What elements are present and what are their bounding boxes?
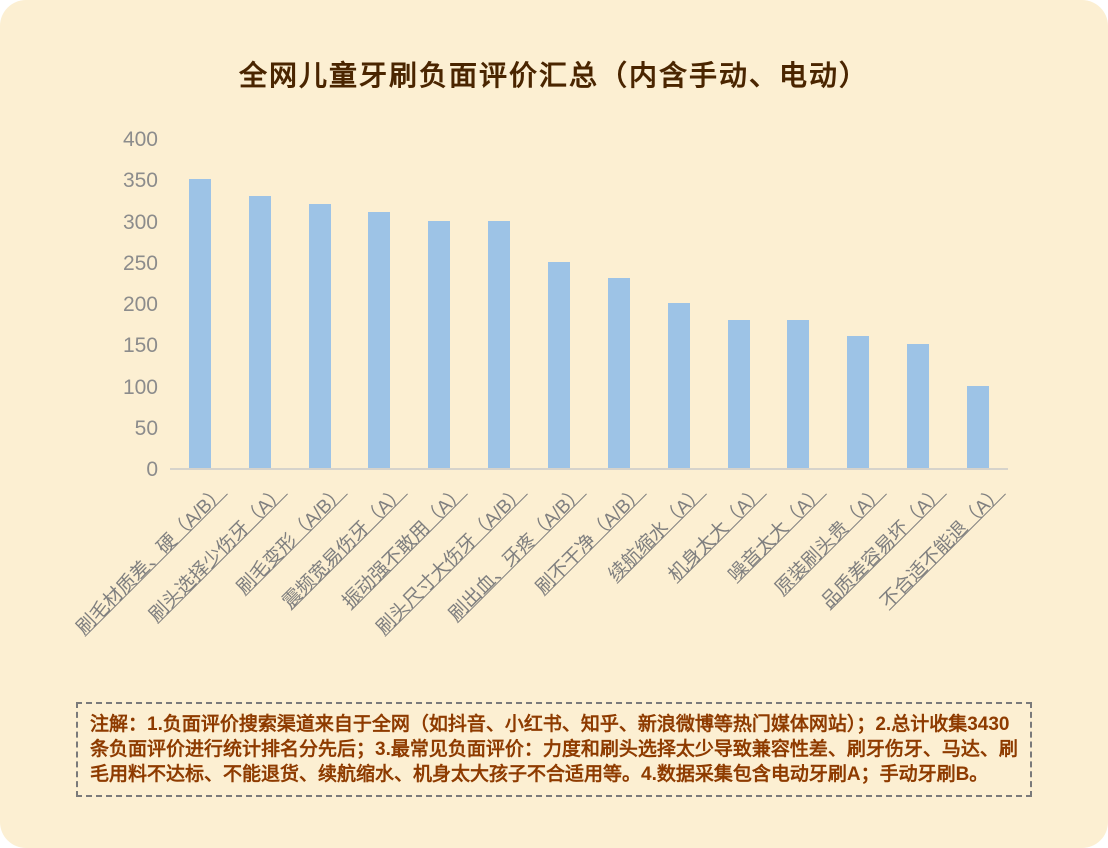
bar-chart: 400 350 300 250 200 150 100 50 0 刷毛材质差、硬（A/B） 刷头选…: [0, 128, 1108, 682]
bar-4: [428, 220, 451, 468]
x-axis-labels: 刷毛材质差、硬（A/B） 刷头选择少伤牙（A） 刷毛变形（A/B） 震频宽易伤牙（A）…: [73, 470, 1009, 682]
plot-area: [170, 140, 1008, 470]
y-axis-tick-label: 200: [122, 293, 158, 316]
y-axis-tick-label: 350: [122, 169, 158, 193]
chart-title: 全网儿童牙刷负面评价汇总（内含手动、电动）: [238, 60, 869, 91]
bar-5: [488, 220, 511, 468]
y-axis: 400 350 300 250 200 150 100 50 0: [104, 128, 170, 481]
bar-11: [847, 336, 870, 468]
bar-13: [966, 385, 989, 468]
footnote-box: 注解：1.负面评价搜索渠道来自于全网（如抖音、小红书、知乎、新浪微博等热门媒体网…: [76, 702, 1032, 797]
bar-2: [308, 204, 331, 468]
y-axis-tick-label: 400: [122, 128, 158, 151]
bar-10: [787, 319, 810, 468]
bar-1: [248, 195, 271, 468]
y-axis-tick-label: 100: [122, 375, 158, 399]
footnote-text: 注解：1.负面评价搜索渠道来自于全网（如抖音、小红书、知乎、新浪微博等热门媒体网…: [90, 714, 1018, 785]
plot-column: 刷毛材质差、硬（A/B） 刷头选择少伤牙（A） 刷毛变形（A/B） 震频宽易伤牙（A）…: [73, 140, 1009, 682]
bar-3: [368, 212, 391, 468]
y-axis-tick-label: 0: [146, 458, 158, 481]
bar-9: [727, 319, 750, 468]
y-axis-tick-label: 300: [122, 210, 158, 234]
bar-8: [667, 303, 690, 468]
bar-6: [547, 261, 570, 468]
bar-7: [607, 278, 630, 468]
y-axis-tick-label: 50: [134, 416, 158, 440]
y-axis-tick-label: 150: [122, 334, 158, 358]
y-axis-tick-label: 250: [122, 251, 158, 275]
bar-0: [188, 179, 211, 468]
bar-12: [907, 344, 930, 468]
